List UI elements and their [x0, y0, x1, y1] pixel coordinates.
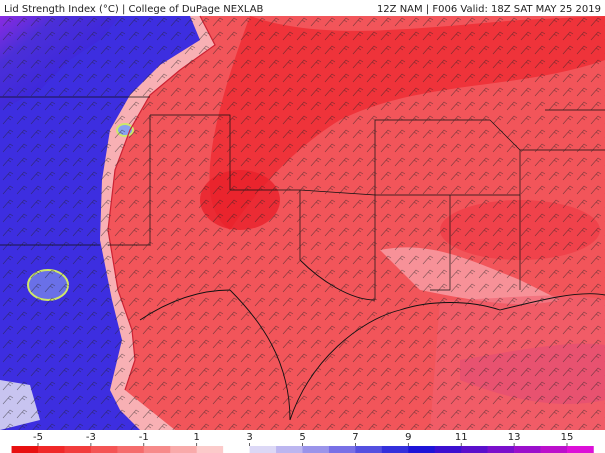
colorbar-label: 5	[299, 432, 305, 443]
colorbar-label: -1	[139, 432, 149, 443]
header-right: 12Z NAM | F006 Valid: 18Z SAT MAY 25 201…	[377, 4, 601, 15]
colorbar-segment	[567, 446, 594, 453]
colorbar-segment	[11, 446, 39, 453]
colorbar-segment	[408, 446, 436, 453]
colorbar-label: 1	[194, 432, 200, 443]
colorbar-segment	[355, 446, 383, 453]
colorbar-segment	[196, 446, 224, 453]
colorbar-label: 3	[246, 432, 252, 443]
colorbar-label: 15	[561, 432, 574, 443]
colorbar-segment	[90, 446, 118, 453]
colorbar-label: 9	[405, 432, 411, 443]
colorbar-segment	[64, 446, 92, 453]
colorbar-segment	[249, 446, 277, 453]
colorbar: -5 -3 -1 1 3 5 7 9 11 13 15	[11, 432, 594, 453]
colorbar-segment	[434, 446, 462, 453]
colorbar-segment	[276, 446, 303, 453]
colorbar-segment	[540, 446, 568, 453]
colorbar-segment	[117, 446, 145, 453]
map	[0, 15, 605, 430]
colorbar-segment	[170, 446, 197, 453]
colorbar-segment	[487, 446, 515, 453]
colorbar-label: -3	[86, 432, 96, 443]
colorbar-segment	[302, 446, 330, 453]
colorbar-segment	[381, 446, 409, 453]
colorbar-label: 11	[455, 432, 468, 443]
colorbar-segment	[143, 446, 171, 453]
header-left: Lid Strength Index (°C) | College of DuP…	[4, 4, 264, 15]
colorbar-label: 7	[352, 432, 358, 443]
header-bar	[0, 0, 605, 16]
colorbar-segment	[328, 446, 356, 453]
colorbar-segment	[461, 446, 488, 453]
colorbar-label: -5	[33, 432, 43, 443]
colorbar-segment	[223, 446, 250, 453]
colorbar-segment	[514, 446, 541, 453]
colorbar-label: 13	[508, 432, 521, 443]
colorbar-segment	[38, 446, 65, 453]
